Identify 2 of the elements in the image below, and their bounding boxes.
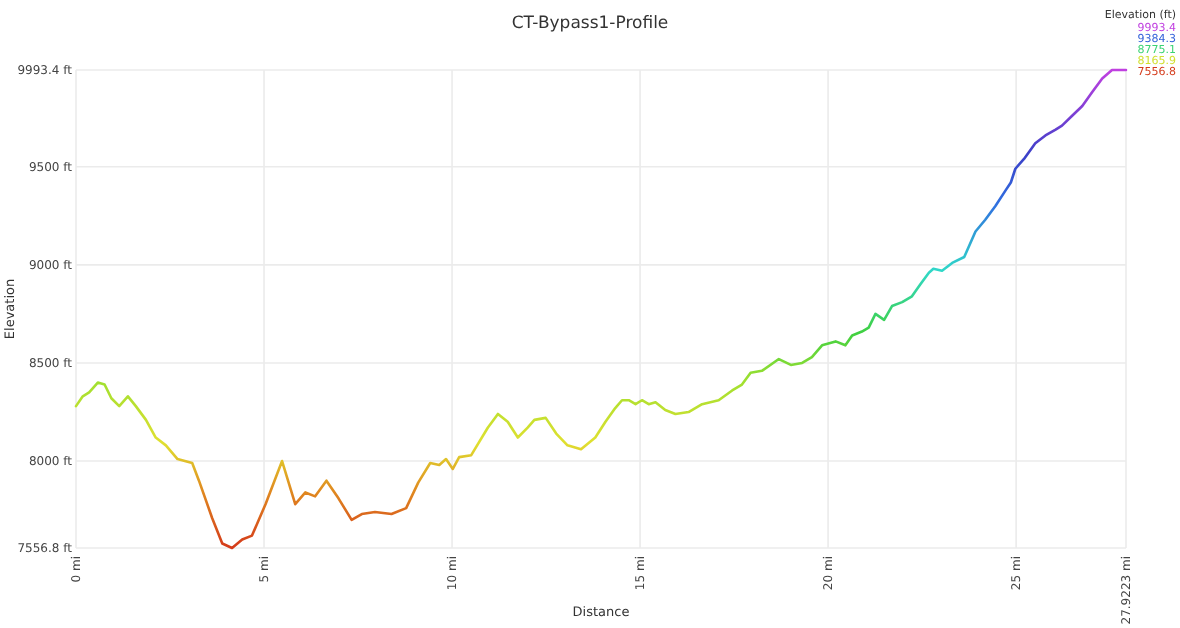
line-series — [74, 68, 1128, 550]
chart-title: CT-Bypass1-Profile — [511, 14, 669, 34]
